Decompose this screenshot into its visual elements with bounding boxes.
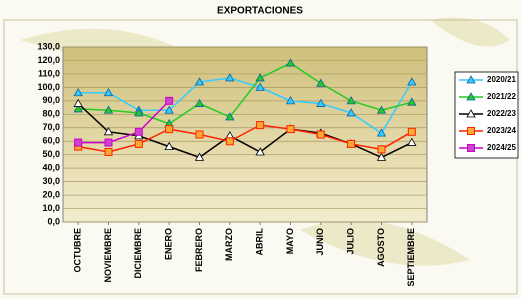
marker [196,131,203,138]
marker [135,128,142,135]
x-tick-label: JUNIO [315,228,325,256]
y-tick-label: 130,0 [37,41,60,51]
legend-label: 2020/21 [487,75,516,84]
x-tick-label: FEBRERO [194,228,204,272]
y-tick-label: 10,0 [42,203,60,213]
y-tick-label: 80,0 [42,109,60,119]
marker [166,97,173,104]
marker [105,139,112,146]
legend-label: 2021/22 [487,92,516,101]
chart-title: EXPORTACIONES [217,6,303,17]
marker [226,138,233,145]
x-tick-label: MARZO [224,228,234,261]
x-tick-label: MAYO [285,228,295,254]
marker [166,126,173,133]
y-tick-label: 50,0 [42,149,60,159]
y-tick-label: 0,0 [47,216,60,226]
x-tick-label: ABRIL [255,228,265,256]
x-tick-label: OCTUBRE [73,228,83,273]
marker [287,126,294,133]
marker [257,122,264,129]
legend-label: 2023/24 [487,126,516,135]
marker [408,128,415,135]
y-tick-label: 70,0 [42,122,60,132]
page: {"chart_data": {"type": "line", "title":… [0,0,521,304]
y-tick-label: 110,0 [38,68,60,78]
y-tick-label: 120,0 [37,55,60,65]
legend-label: 2022/23 [487,109,516,118]
marker [75,139,82,146]
x-tick-label: AGOSTO [376,228,386,267]
x-tick-label: DICIEMBRE [133,228,143,279]
x-tick-label: ENERO [164,228,174,260]
marker [317,131,324,138]
marker [378,146,385,153]
chart: EXPORTACIONES 0,0 10,0 20,0 30,0 40,0 50,0 60,… [0,0,521,299]
x-tick-label: SEPTIEMBRE [406,228,416,287]
y-tick-label: 20,0 [42,189,60,199]
x-tick-label: NOVIEMBRE [103,228,113,283]
y-tick-label: 30,0 [42,176,60,186]
plot-area [63,47,427,222]
x-tick-label: JULIO [346,228,356,255]
y-tick-label: 100,0 [37,82,60,92]
marker [348,140,355,147]
legend-label: 2024/25 [487,143,516,152]
marker [468,145,475,152]
y-tick-label: 60,0 [42,136,60,146]
y-tick-label: 90,0 [42,95,60,105]
marker [135,140,142,147]
y-tick-label: 40,0 [42,163,60,173]
marker [105,149,112,156]
marker [468,128,475,135]
